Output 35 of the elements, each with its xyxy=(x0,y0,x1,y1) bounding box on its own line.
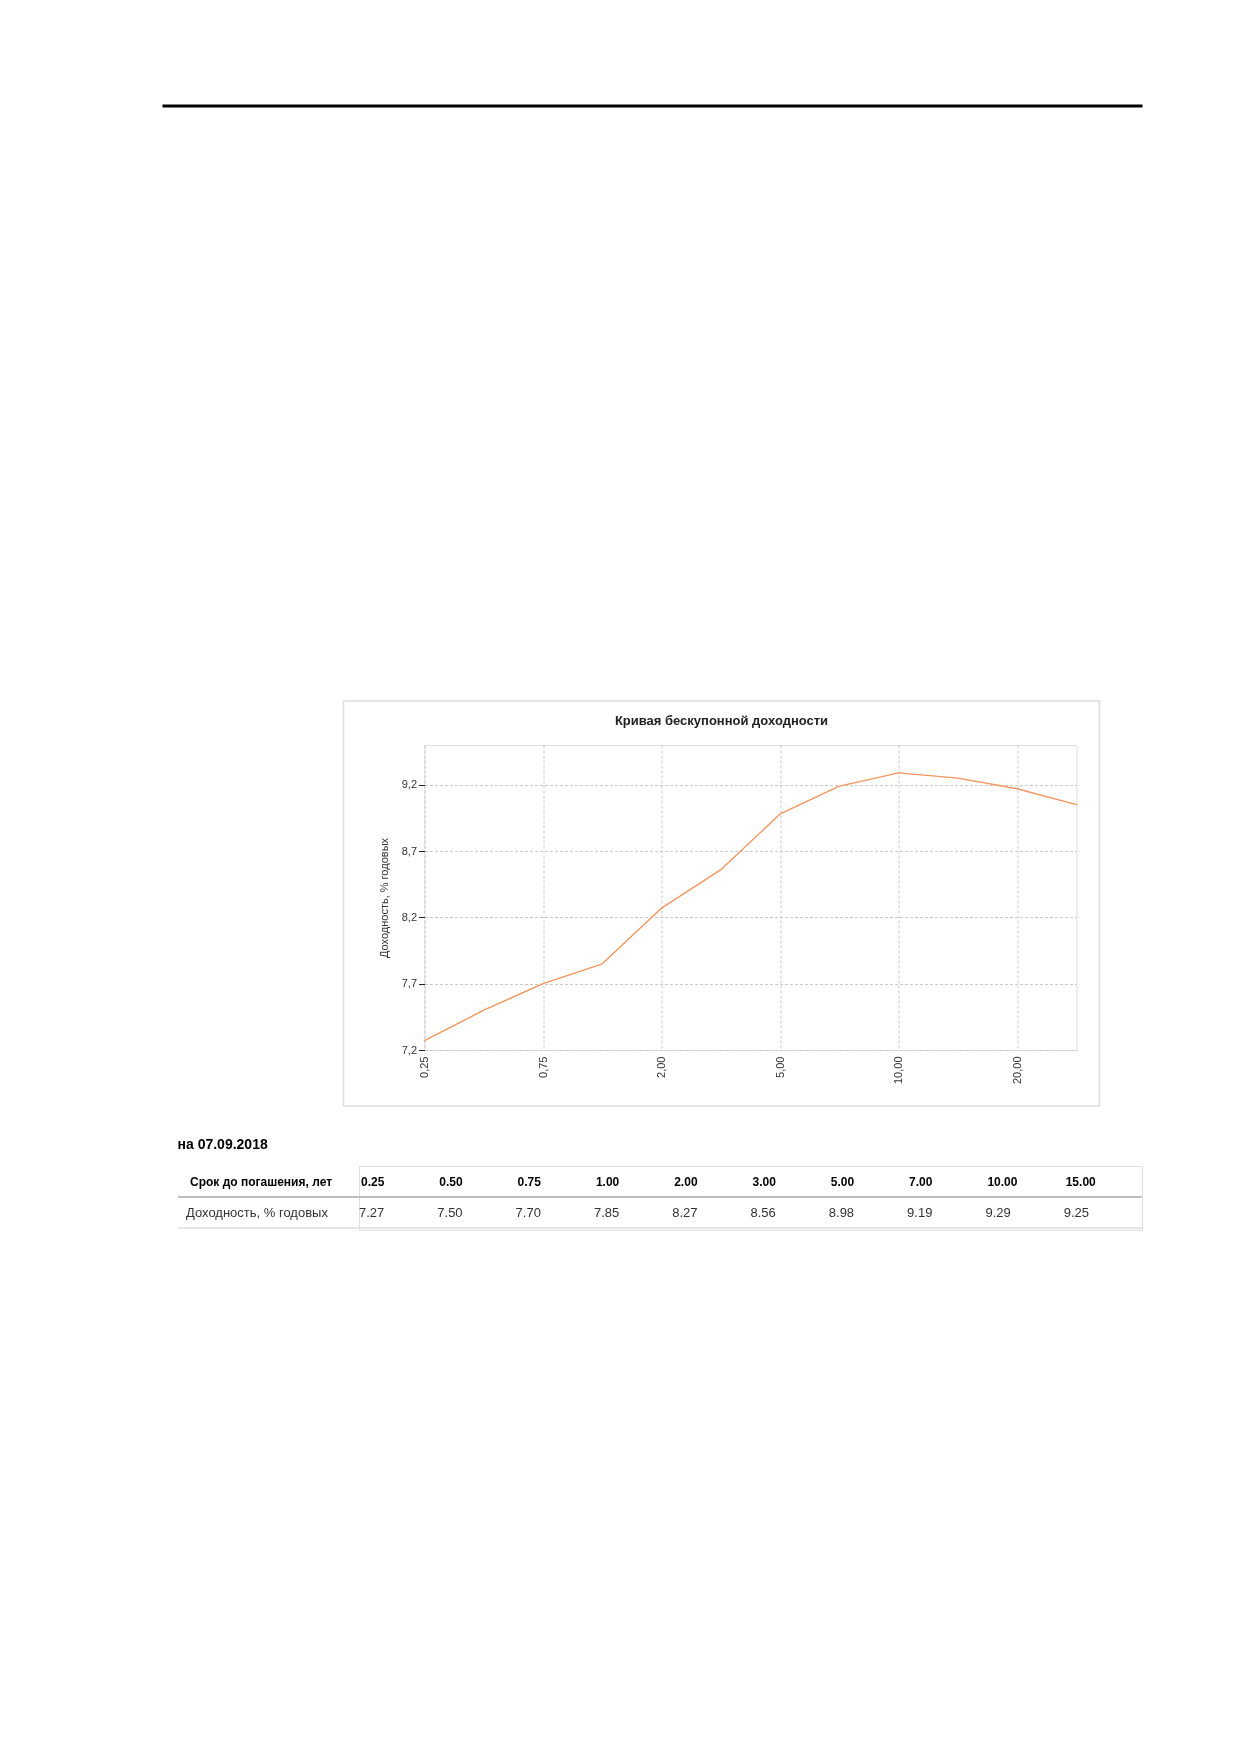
data-label: 9.25 xyxy=(1063,1204,1090,1220)
line-series xyxy=(423,772,1078,1042)
x-tick-label: 0.50 xyxy=(439,1174,463,1189)
x-tick-label: 20,00 xyxy=(1010,1056,1023,1085)
x-tick-label: 10,00 xyxy=(892,1056,905,1085)
data-label: 7.85 xyxy=(593,1204,620,1220)
y-tick-label: 7,2 xyxy=(401,1043,417,1056)
y-tick-label: 9,2 xyxy=(401,778,417,791)
x-tick-label: 0.75 xyxy=(517,1174,542,1189)
data-label: 8.98 xyxy=(828,1204,855,1220)
text: на 07.09.2018 xyxy=(177,1136,268,1152)
x-tick-label: 1.00 xyxy=(595,1174,620,1189)
x-tick-label: 2,00 xyxy=(655,1056,668,1078)
data-label: 9.29 xyxy=(985,1204,1011,1220)
x-tick-label: 10.00 xyxy=(987,1174,1018,1189)
y-tick-label: 8,7 xyxy=(401,844,417,857)
x-tick-label: 5,00 xyxy=(773,1056,786,1078)
y-tick-label: 8,2 xyxy=(401,910,417,923)
x-axis-title: Срок до погашения, лет xyxy=(190,1174,333,1189)
data-label: 9.19 xyxy=(907,1204,933,1220)
data-label: 8.27 xyxy=(672,1204,698,1220)
x-tick-label: 2.00 xyxy=(674,1174,698,1189)
x-tick-label: 0,25 xyxy=(418,1056,430,1078)
x-tick-label: 0.25 xyxy=(361,1174,385,1189)
data-label: 7.70 xyxy=(515,1204,541,1220)
x-tick-label: 5.00 xyxy=(830,1174,855,1189)
x-tick-label: 7.00 xyxy=(909,1174,933,1189)
data-label: 8.56 xyxy=(750,1204,776,1220)
data-label: 7.27 xyxy=(359,1204,385,1220)
chart-title: Кривая бескупонной доходности xyxy=(614,713,829,728)
y-tick-label: 7,7 xyxy=(401,977,417,990)
x-tick-label: 0,75 xyxy=(536,1056,549,1078)
x-tick-label: 15.00 xyxy=(1065,1174,1097,1189)
data-label: 7.50 xyxy=(437,1204,463,1220)
x-tick-label: 3.00 xyxy=(752,1174,777,1189)
